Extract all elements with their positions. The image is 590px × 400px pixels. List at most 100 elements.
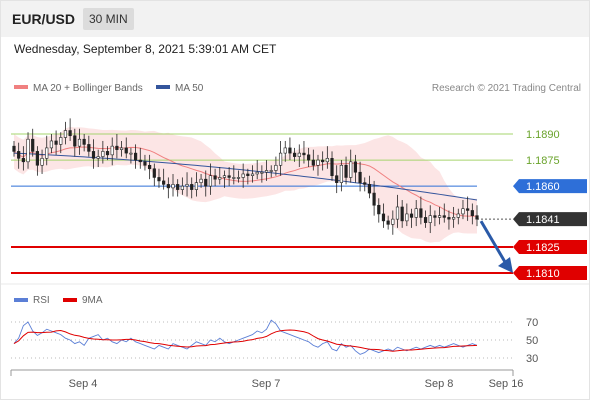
candle bbox=[236, 170, 241, 183]
candle bbox=[232, 165, 236, 185]
ma50-line bbox=[13, 152, 478, 201]
candle bbox=[45, 135, 49, 166]
candle bbox=[447, 210, 451, 230]
candle bbox=[400, 200, 404, 228]
candle bbox=[119, 140, 124, 157]
candle bbox=[190, 177, 194, 199]
level-label-1-1841-tag bbox=[513, 212, 587, 227]
candle bbox=[199, 173, 203, 188]
candle bbox=[466, 196, 470, 221]
candle bbox=[367, 175, 372, 199]
candle bbox=[143, 154, 147, 171]
legend-swatch-ma50 bbox=[156, 85, 170, 89]
candle bbox=[260, 165, 264, 183]
level-label-1-1890: 1.1890 bbox=[526, 129, 560, 141]
x-tick-sep-4: Sep 4 bbox=[69, 378, 98, 390]
candle bbox=[12, 140, 16, 157]
rsi-tick-50: 50 bbox=[526, 335, 538, 347]
candle bbox=[297, 144, 301, 168]
candle bbox=[278, 140, 283, 176]
candle bbox=[372, 180, 376, 216]
level-label-1-1875: 1.1875 bbox=[526, 155, 560, 167]
candle bbox=[325, 146, 329, 169]
bollinger-band-area bbox=[14, 126, 477, 243]
candle bbox=[316, 154, 320, 176]
candle bbox=[87, 135, 91, 157]
candle bbox=[358, 161, 362, 192]
candle bbox=[452, 206, 456, 228]
legend-label-ma50: MA 50 bbox=[175, 83, 204, 94]
candle bbox=[31, 128, 35, 157]
candle bbox=[180, 177, 184, 195]
candle bbox=[59, 132, 63, 154]
candle bbox=[115, 134, 119, 159]
candle bbox=[264, 160, 269, 181]
legend-swatch-ma20 bbox=[14, 85, 28, 89]
candle bbox=[54, 130, 58, 155]
candle bbox=[152, 163, 156, 187]
candle bbox=[129, 147, 133, 164]
candle bbox=[133, 144, 138, 169]
candle bbox=[124, 137, 128, 159]
candle bbox=[17, 142, 21, 169]
candle bbox=[166, 177, 170, 199]
candle bbox=[456, 208, 460, 225]
candle bbox=[381, 203, 386, 228]
legend-swatch-rsi bbox=[14, 298, 28, 302]
timeframe-button[interactable]: 30 MIN bbox=[83, 8, 134, 30]
candle bbox=[391, 210, 395, 235]
candle bbox=[96, 149, 100, 168]
candle bbox=[26, 132, 30, 169]
candle bbox=[293, 147, 297, 162]
candle bbox=[49, 134, 54, 154]
forecast-arrow-head bbox=[498, 257, 513, 273]
legend-label-ma20: MA 20 + Bollinger Bands bbox=[33, 83, 143, 94]
candle bbox=[363, 177, 367, 192]
legend-label-9ma: 9MA bbox=[82, 295, 103, 306]
candle bbox=[148, 154, 152, 180]
candle bbox=[288, 137, 292, 161]
candle bbox=[162, 168, 166, 190]
candle bbox=[414, 200, 418, 227]
bollinger-bands bbox=[14, 126, 477, 243]
candle bbox=[241, 163, 245, 188]
candle bbox=[105, 146, 110, 161]
research-credit: Research © 2021 Trading Central bbox=[432, 83, 581, 94]
candle bbox=[82, 134, 86, 152]
level-label-1-1825: 1.1825 bbox=[526, 242, 560, 254]
legend-swatch-9ma bbox=[63, 298, 77, 302]
candle bbox=[321, 151, 325, 171]
candle bbox=[185, 172, 189, 197]
candle bbox=[250, 165, 255, 183]
candle bbox=[68, 118, 72, 141]
candle bbox=[419, 196, 423, 225]
candle bbox=[171, 173, 175, 197]
candle bbox=[91, 139, 96, 169]
chart-header: EUR/USD 30 MIN bbox=[1, 1, 589, 37]
candle bbox=[433, 210, 437, 227]
candle bbox=[409, 208, 414, 228]
level-label-1-1860: 1.1860 bbox=[526, 181, 560, 193]
candle bbox=[21, 146, 25, 171]
candle bbox=[213, 168, 217, 187]
rsi-lines bbox=[13, 319, 478, 355]
rsi-tick-30: 30 bbox=[526, 353, 538, 365]
candle bbox=[475, 205, 479, 227]
candle bbox=[344, 156, 348, 185]
candle bbox=[40, 149, 44, 174]
candle bbox=[330, 151, 334, 181]
candle bbox=[157, 168, 161, 188]
price-level-labels: 1.1890 1.1875 1.1860 1.1841 1.1825 1.1810 bbox=[513, 129, 587, 280]
candle bbox=[73, 128, 77, 157]
x-tick-sep-8: Sep 8 bbox=[425, 378, 454, 390]
candle bbox=[377, 198, 381, 223]
candle bbox=[335, 165, 339, 194]
candle bbox=[255, 160, 259, 180]
candle bbox=[470, 203, 474, 225]
level-label-1-1810-tag bbox=[513, 266, 587, 280]
rsi-9ma-line bbox=[13, 329, 478, 352]
x-axis: Sep 4 Sep 7 Sep 8 Sep 16 bbox=[10, 370, 523, 390]
candle bbox=[353, 154, 358, 183]
candle bbox=[461, 200, 465, 220]
level-label-1-1860-tag bbox=[513, 179, 587, 194]
